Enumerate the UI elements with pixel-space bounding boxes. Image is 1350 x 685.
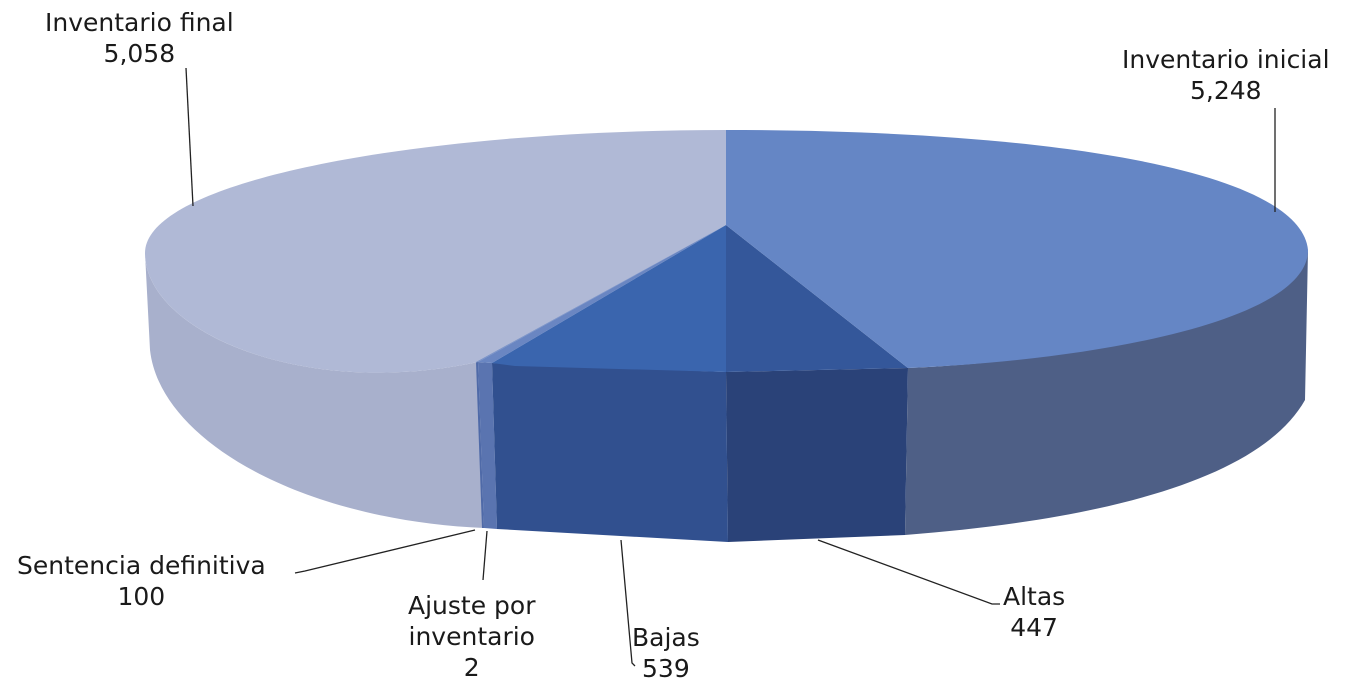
label-value: 539 <box>642 654 690 683</box>
pie-slice-inventario-inicial <box>726 130 1308 368</box>
leader-altas <box>817 539 1000 605</box>
label-inventario-inicial: Inventario inicial 5,248 <box>1122 44 1330 106</box>
label-name: Inventario final <box>45 8 234 37</box>
pie-slice-sentencia-definitiva <box>476 225 726 362</box>
label-value: 5,058 <box>103 39 176 68</box>
pie-slice-bajas <box>492 225 726 372</box>
label-altas: Altas 447 <box>1003 581 1065 643</box>
label-name: Bajas <box>632 623 700 652</box>
pie-side-bajas <box>492 363 728 542</box>
label-name-line-1: Ajuste por <box>408 591 536 620</box>
leader-sentencia-definitiva <box>294 529 476 574</box>
leader-inventario-final <box>185 67 194 207</box>
leader-ajuste-por-inventario <box>482 530 488 581</box>
label-value: 5,248 <box>1189 76 1262 105</box>
pie-side-sentencia-definitiva <box>476 362 484 528</box>
leader-bajas <box>620 539 636 667</box>
pie-slice-inventario-final <box>145 130 726 373</box>
label-value: 2 <box>463 653 480 682</box>
pie-slice-ajuste-por-inventario <box>478 225 726 363</box>
label-name: Sentencia definitiva <box>17 551 266 580</box>
pie-side-ajuste-por-inventario <box>478 362 497 529</box>
label-ajuste-por-inventario: Ajuste por inventario 2 <box>408 590 536 683</box>
label-name: Altas <box>1003 582 1066 611</box>
label-sentencia-definitiva: Sentencia definitiva 100 <box>17 550 266 612</box>
label-value: 447 <box>1010 613 1058 642</box>
pie-side-inventario-final <box>145 253 484 528</box>
label-bajas: Bajas 539 <box>632 622 700 684</box>
pie-slice-altas <box>726 225 908 372</box>
label-name: Inventario inicial <box>1122 45 1330 74</box>
label-inventario-final: Inventario final 5,058 <box>45 7 234 69</box>
label-value: 100 <box>117 582 166 611</box>
label-name-line-2: inventario <box>408 622 535 651</box>
pie-side-altas <box>726 368 908 542</box>
